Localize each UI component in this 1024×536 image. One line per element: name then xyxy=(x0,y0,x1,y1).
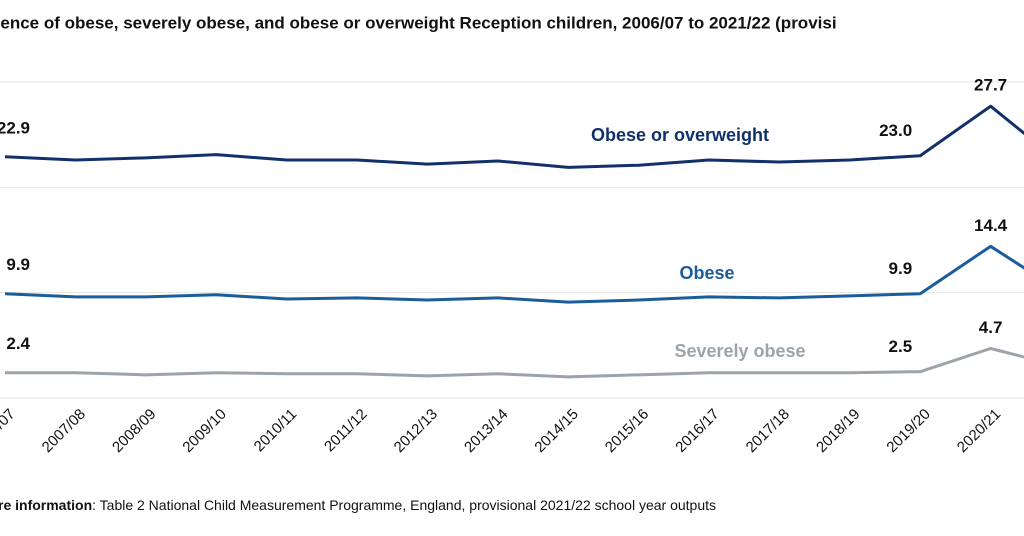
chart-title: dence of obese, severely obese, and obes… xyxy=(0,13,837,32)
series-line xyxy=(4,104,1024,169)
data-label: 2.5 xyxy=(889,337,913,356)
x-tick-label: 2010/11 xyxy=(251,406,301,456)
x-tick-label: 2009/10 xyxy=(179,406,229,456)
x-tick-label: 2012/13 xyxy=(391,406,441,456)
x-tick-label: 2016/17 xyxy=(672,406,722,456)
x-tick-label: 2011/12 xyxy=(321,406,371,456)
x-tick-label: 2007/08 xyxy=(39,406,89,456)
data-label: 27.7 xyxy=(974,76,1007,95)
x-tick-label: 2014/15 xyxy=(531,406,581,456)
data-label: 22.9 xyxy=(0,118,30,137)
x-tick-label: 2013/14 xyxy=(461,406,511,456)
plot: 2006/07 2007/08 2008/09 2009/10 2010/11 2011/… xyxy=(0,76,1024,456)
series-line xyxy=(5,346,1024,379)
data-label: 9.9 xyxy=(889,259,913,278)
series-name: Obese or overweight xyxy=(591,125,769,145)
data-label: 2.4 xyxy=(6,334,30,353)
x-tick-label: 2020/21 xyxy=(954,406,1004,456)
series-name: Severely obese xyxy=(674,341,805,361)
data-label: 14.4 xyxy=(974,216,1008,235)
x-tick-label: 2017/18 xyxy=(743,406,793,456)
series-name: Obese xyxy=(679,263,734,283)
data-label: 23.0 xyxy=(879,121,912,140)
x-tick-label: 2006/07 xyxy=(0,406,19,456)
source-label: re information xyxy=(0,497,92,513)
x-tick-label: 2015/16 xyxy=(602,406,652,456)
x-tick-label: 2008/09 xyxy=(109,406,159,456)
source-note: re information: Table 2 National Child M… xyxy=(0,497,716,513)
series-line xyxy=(4,244,1024,304)
data-label: 9.9 xyxy=(6,255,30,274)
source-text: : Table 2 National Child Measurement Pro… xyxy=(92,497,716,513)
x-tick-label: 2019/20 xyxy=(883,406,933,456)
data-label: 4.7 xyxy=(979,318,1003,337)
x-tick-label: 2018/19 xyxy=(813,406,863,456)
